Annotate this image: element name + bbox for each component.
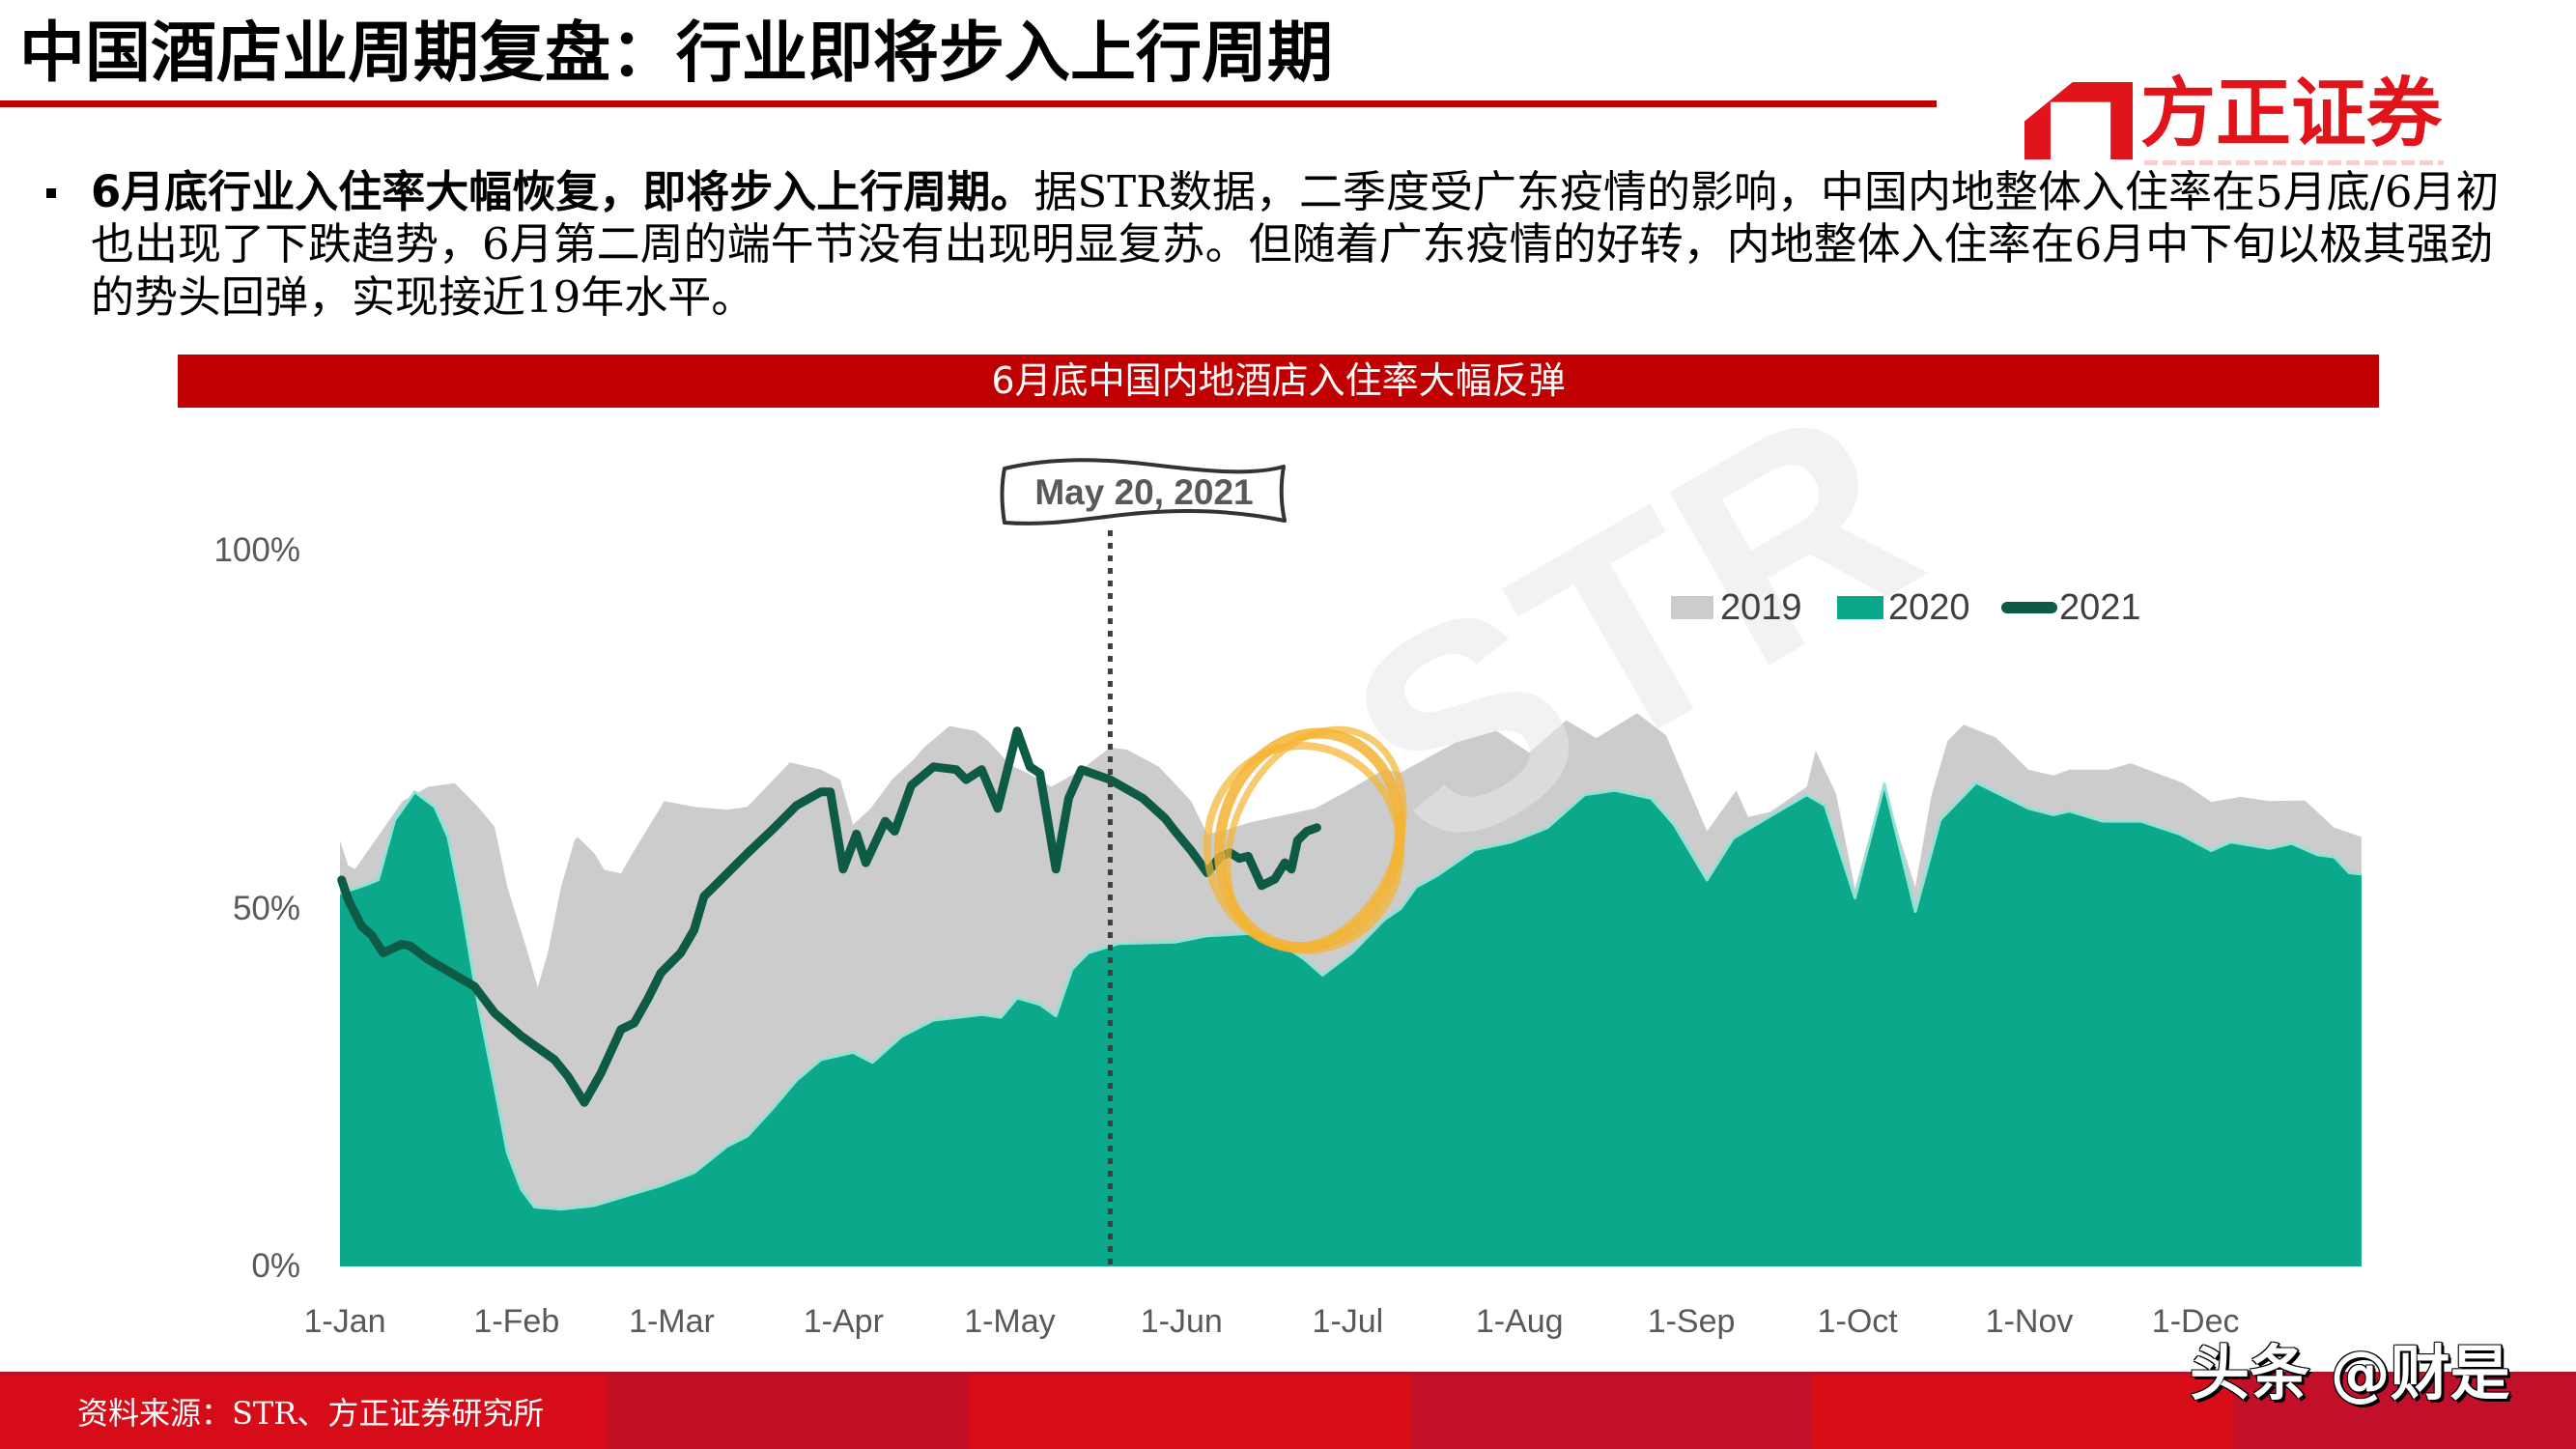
x-tick-label: 1-Apr xyxy=(803,1303,884,1340)
slide-title: 中国酒店业周期复盘：行业即将步入上行周期 xyxy=(19,15,1334,92)
body-line-1: 6月底行业入住率大幅恢复，即将步入上行周期。据STR数据，二季度受广东疫情的影响… xyxy=(91,166,2499,218)
line-2021 xyxy=(337,726,1321,1107)
body-lead-sentence: 6月底行业入住率大幅恢复，即将步入上行周期。 xyxy=(91,166,1034,217)
x-tick-label: 1-Feb xyxy=(473,1303,560,1340)
callout-banner-shape xyxy=(1000,458,1287,526)
y-tick-label: 100% xyxy=(213,531,300,569)
area-2020 xyxy=(340,782,2362,1266)
x-tick-label: 1-May xyxy=(964,1303,1056,1340)
footer-band xyxy=(0,1372,2576,1449)
logo-tagline-faded xyxy=(2144,160,2444,165)
x-tick-label: 1-Dec xyxy=(2151,1303,2240,1340)
legend-swatch-2020 xyxy=(1837,596,1883,619)
highlight-stroke xyxy=(1224,725,1407,951)
title-divider xyxy=(0,100,1937,107)
founder-logo-icon xyxy=(2024,82,2133,159)
legend-label-2020: 2020 xyxy=(1888,587,1970,628)
legend-label-2021: 2021 xyxy=(2059,587,2141,628)
chart-title-bar: 6月底中国内地酒店入住率大幅反弹 xyxy=(178,355,2379,408)
legend-swatch-2021 xyxy=(2001,602,2057,613)
body-text: 的势头回弹，实现接近19年水平。 xyxy=(91,271,755,323)
x-tick-label: 1-Nov xyxy=(1985,1303,2074,1340)
legend-swatch-2019 xyxy=(1671,596,1713,619)
x-tick-label: 1-Mar xyxy=(629,1303,715,1340)
area-2020-edge xyxy=(339,781,2363,1211)
x-tick-label: 1-Jul xyxy=(1312,1303,1384,1340)
date-callout: May 20, 2021 xyxy=(997,455,1291,530)
body-line-2: 也出现了下跌趋势，6月第二周的端午节没有出现明显复苏。但随着广东疫情的好转，内地… xyxy=(91,218,2493,270)
body-line-3: 的势头回弹，实现接近19年水平。 xyxy=(91,271,754,324)
str-watermark: STR xyxy=(1300,343,1965,914)
bullet-square-icon xyxy=(46,188,56,198)
source-note: 资料来源：STR、方正证券研究所 xyxy=(77,1395,545,1432)
callout-date-label: May 20, 2021 xyxy=(1034,472,1254,512)
legend-label-2019: 2019 xyxy=(1720,587,1802,628)
x-tick-label: 1-Oct xyxy=(1817,1303,1898,1340)
platform-watermark: 头条 @财是 xyxy=(2190,1338,2510,1408)
x-tick-label: 1-Sep xyxy=(1647,1303,1736,1340)
logo-wordmark: 方正证券 xyxy=(2140,71,2443,157)
company-logo: 方正证券 xyxy=(2024,73,2478,170)
highlight-stroke xyxy=(1203,741,1405,954)
body-text: 据STR数据，二季度受广东疫情的影响，中国内地整体入住率在5月底/6月初 xyxy=(1033,166,2500,217)
highlight-stroke xyxy=(1213,727,1405,953)
x-tick-label: 1-Aug xyxy=(1475,1303,1564,1340)
y-tick-label: 50% xyxy=(232,889,300,927)
highlight-circle-annotation xyxy=(1203,725,1407,954)
y-tick-label: 0% xyxy=(251,1247,300,1285)
area-2019 xyxy=(340,713,2362,1266)
x-tick-label: 1-Jan xyxy=(303,1303,386,1340)
x-tick-label: 1-Jun xyxy=(1140,1303,1223,1340)
body-text: 也出现了下跌趋势，6月第二周的端午节没有出现明显复苏。但随着广东疫情的好转，内地… xyxy=(91,218,2494,270)
